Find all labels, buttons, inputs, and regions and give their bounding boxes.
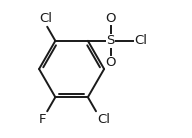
Text: S: S [106,34,115,47]
Text: F: F [39,113,46,126]
Text: O: O [105,56,116,69]
Text: Cl: Cl [134,34,147,47]
Text: O: O [105,12,116,25]
Text: Cl: Cl [39,12,52,25]
Text: Cl: Cl [97,113,110,126]
